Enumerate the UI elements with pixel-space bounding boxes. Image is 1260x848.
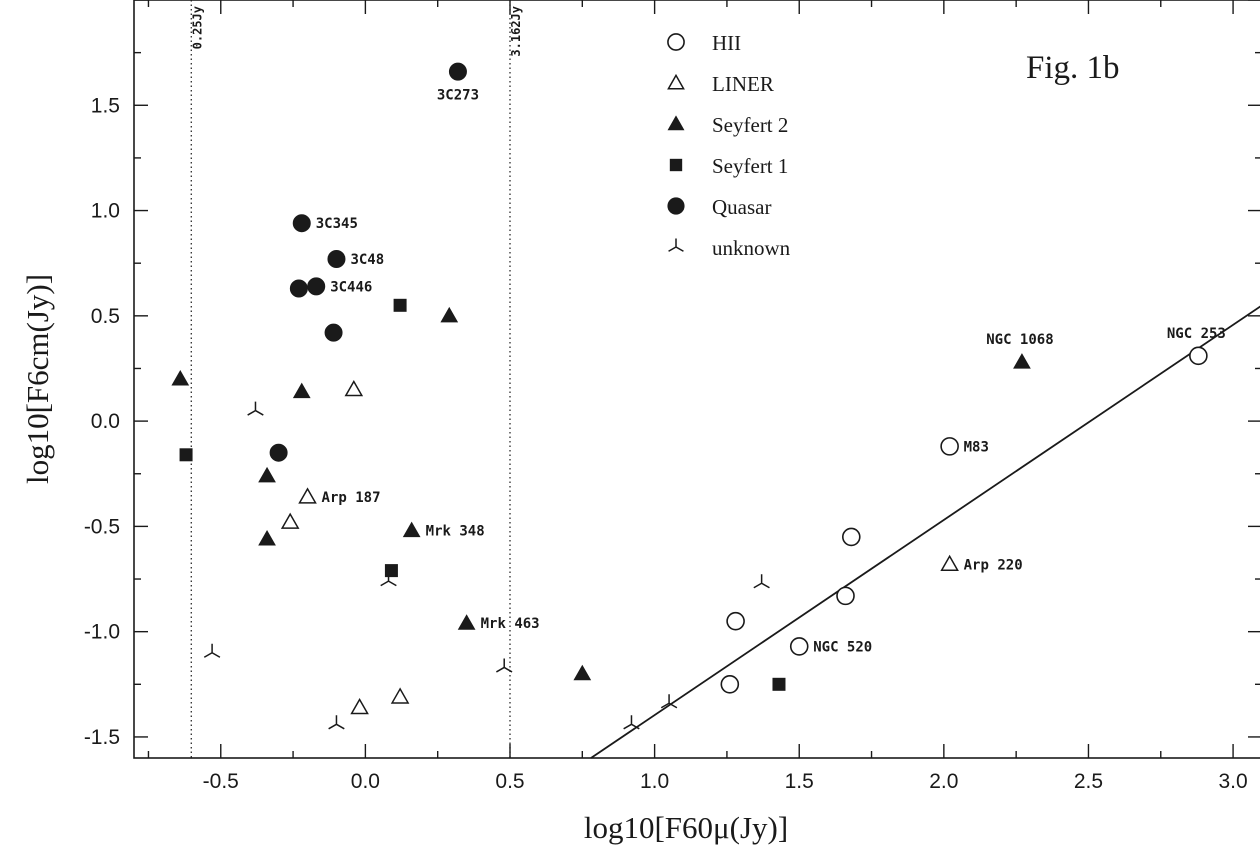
y-tick-label: 1.0 <box>91 200 120 223</box>
point-label: 3C48 <box>350 252 384 268</box>
seyfert-1-point <box>393 298 407 312</box>
y-tick-label: -0.5 <box>84 515 120 538</box>
chart-title: Fig. 1b <box>1026 50 1120 86</box>
quasar-point <box>289 279 308 298</box>
y-tick-label: -1.0 <box>84 621 120 644</box>
x-tick-label: 0.5 <box>495 770 524 793</box>
point-label: 3C446 <box>330 279 372 295</box>
y-tick-label: 0.5 <box>91 305 120 328</box>
unknown-point <box>753 574 770 589</box>
liner-point <box>298 487 317 504</box>
unknown-point <box>660 694 678 709</box>
seyfert-2-point <box>440 306 459 323</box>
point-label: 3C273 <box>437 88 479 104</box>
point-label: Arp 187 <box>322 490 381 506</box>
seyfert-2-point <box>457 614 476 630</box>
legend-label: Seyfert 2 <box>712 113 788 137</box>
unknown-point <box>623 715 640 730</box>
x-tick-label: 1.5 <box>785 770 814 793</box>
liner-point <box>940 554 959 572</box>
seyfert-2-point <box>171 369 190 386</box>
seyfert-2-point <box>258 466 276 483</box>
point-label: NGC 520 <box>813 639 872 655</box>
hii-point <box>726 611 745 631</box>
legend-marker <box>669 158 683 172</box>
flux-limit-label: 3.162Jy <box>509 6 523 57</box>
quasar-point <box>269 443 288 462</box>
quasar-point <box>448 62 467 81</box>
axes: -0.5 0.0 0.5 1.0 1.5 2.0 2.5 3.0 -1.5 -1.0 -0.5 0.0… <box>20 0 1260 845</box>
fit-line <box>590 305 1260 759</box>
y-axis-title: log10[F6cm(Jy)] <box>20 274 55 484</box>
point-label: Mrk 348 <box>426 524 485 540</box>
quasar-point <box>324 323 343 342</box>
legend-marker <box>667 197 685 215</box>
point-label: NGC 253 <box>1167 326 1226 342</box>
liner-point <box>344 380 364 397</box>
legend-label: LINER <box>712 72 774 96</box>
x-axis-title: log10[F60μ(Jy)] <box>584 810 788 845</box>
seyfert-2-point <box>1013 353 1031 369</box>
plot-frame <box>133 0 1260 759</box>
point-label: Mrk 463 <box>481 616 540 632</box>
x-tick-label: 2.5 <box>1074 770 1103 793</box>
legend-marker <box>667 33 685 51</box>
unknown-point <box>203 643 221 658</box>
legend: HII LINER Seyfert 2 Seyfert 1 Quasar unknown <box>667 31 791 260</box>
unknown-point <box>328 715 345 730</box>
legend-marker <box>668 238 684 252</box>
liner-point <box>350 697 369 715</box>
unknown-point <box>380 572 397 587</box>
seyfert-2-point <box>292 382 311 399</box>
seyfert-1-point <box>384 564 398 578</box>
hii-point <box>1189 346 1208 366</box>
legend-marker <box>667 73 685 90</box>
hii-point <box>789 637 809 656</box>
liner-point <box>390 687 410 704</box>
point-label: 3C345 <box>316 216 358 232</box>
y-tick-label: 0.0 <box>91 410 120 433</box>
seyfert-1-point <box>179 448 193 462</box>
x-tick-label: 3.0 <box>1218 770 1247 793</box>
seyfert-2-point <box>573 664 592 681</box>
reference-lines: 0.25Jy 3.162Jy <box>190 0 1260 759</box>
hii-point <box>836 586 855 606</box>
x-tick-label: 2.0 <box>929 770 958 793</box>
y-tick-label: 1.5 <box>91 94 120 117</box>
x-tick-label: 1.0 <box>640 770 669 793</box>
legend-label: Quasar <box>712 195 771 219</box>
flux-limit-label: 0.25Jy <box>190 6 204 49</box>
quasar-point <box>327 249 346 268</box>
quasar-point <box>292 214 311 233</box>
point-label: Arp 220 <box>964 557 1023 573</box>
hii-point <box>720 675 740 694</box>
quasar-point <box>307 277 326 296</box>
legend-label: Seyfert 1 <box>712 154 788 178</box>
legend-label: unknown <box>712 236 791 260</box>
legend-label: HII <box>712 31 741 55</box>
point-annotations: NGC 520 M83 NGC 253 Arp 187 Arp 220 Mrk 348 Mr… <box>316 88 1226 656</box>
unknown-point <box>247 401 264 416</box>
hii-point <box>940 437 959 456</box>
point-label: M83 <box>964 439 989 455</box>
seyfert-2-point <box>258 530 276 546</box>
liner-point <box>280 512 300 529</box>
seyfert-2-point <box>402 521 421 538</box>
point-label: NGC 1068 <box>986 332 1053 348</box>
x-tick-label: -0.5 <box>203 770 239 793</box>
y-tick-label: -1.5 <box>84 726 120 749</box>
seyfert-1-point <box>772 677 786 691</box>
x-tick-label: 0.0 <box>351 770 380 793</box>
data-points <box>171 62 1208 730</box>
hii-point <box>841 527 861 547</box>
legend-marker <box>667 115 685 131</box>
unknown-point <box>496 658 513 673</box>
